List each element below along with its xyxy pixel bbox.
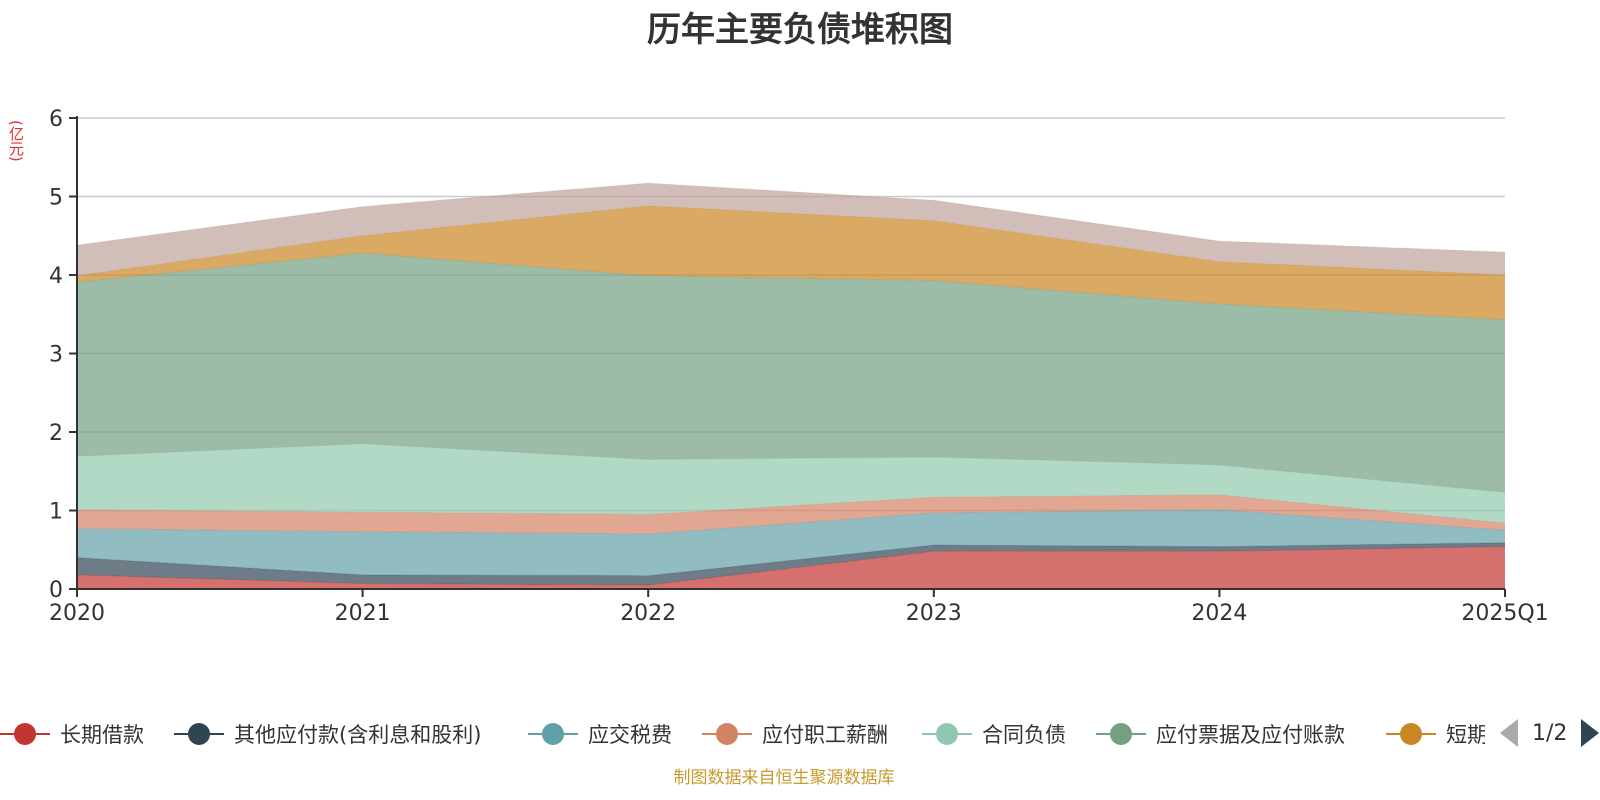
x-tick-label: 2022 bbox=[620, 601, 676, 626]
legend-item[interactable]: 应交税费 bbox=[528, 714, 672, 754]
data-source-note: 制图数据来自恒生聚源数据库 bbox=[673, 768, 895, 788]
legend-label: 长期借款 bbox=[60, 723, 144, 747]
x-tick-label: 2024 bbox=[1191, 601, 1247, 626]
legend-item[interactable]: 长期借款 bbox=[0, 714, 144, 754]
legend: 长期借款 其他应付款(含利息和股利) 应交税费 应付职工薪酬 合同负债 应付票据及应付账款… bbox=[0, 714, 1485, 754]
x-tick-label: 2021 bbox=[335, 601, 391, 626]
legend-marker-icon bbox=[922, 714, 972, 754]
legend-marker-icon bbox=[528, 714, 578, 754]
legend-pager: 1/2 bbox=[1500, 716, 1600, 750]
y-tick-label: 2 bbox=[49, 421, 63, 446]
area-series-3 bbox=[77, 494, 1505, 534]
y-tick-label: 6 bbox=[49, 107, 63, 132]
x-tick-label: 2023 bbox=[906, 601, 962, 626]
area-series-1 bbox=[77, 542, 1505, 586]
chart-title: 历年主要负债堆积图 bbox=[647, 10, 953, 50]
legend-marker-icon bbox=[1386, 714, 1436, 754]
y-axis-unit: (亿元) bbox=[7, 120, 25, 162]
prev-page-icon[interactable] bbox=[1500, 719, 1518, 747]
legend-marker-icon bbox=[702, 714, 752, 754]
legend-item[interactable]: 应付职工薪酬 bbox=[702, 714, 888, 754]
next-page-icon[interactable] bbox=[1581, 719, 1600, 747]
legend-item[interactable]: 应付票据及应付账款 bbox=[1096, 714, 1345, 754]
legend-page-indicator: 1/2 bbox=[1532, 720, 1568, 746]
legend-marker-icon bbox=[0, 714, 50, 754]
area-series-6 bbox=[77, 205, 1505, 320]
y-tick-label: 1 bbox=[49, 500, 63, 525]
legend-item[interactable]: 短期借款 bbox=[1386, 714, 1485, 754]
area-series-0 bbox=[77, 546, 1505, 589]
area-series-4 bbox=[77, 443, 1505, 524]
y-tick-label: 0 bbox=[49, 578, 63, 603]
x-tick-label: 2025Q1 bbox=[1461, 601, 1548, 626]
series-line-7 bbox=[76, 182, 1506, 253]
x-tick-label: 2020 bbox=[49, 601, 105, 626]
legend-label: 应付职工薪酬 bbox=[762, 723, 888, 747]
legend-marker-icon bbox=[1096, 714, 1146, 754]
legend-label: 合同负债 bbox=[982, 723, 1066, 747]
legend-marker-icon bbox=[174, 714, 224, 754]
legend-label: 应交税费 bbox=[588, 723, 672, 747]
legend-item[interactable]: 合同负债 bbox=[922, 714, 1066, 754]
area-series-7 bbox=[77, 183, 1505, 276]
legend-item[interactable]: 其他应付款(含利息和股利) bbox=[174, 714, 481, 754]
y-tick-label: 5 bbox=[49, 186, 63, 211]
y-tick-label: 3 bbox=[49, 343, 63, 368]
legend-label: 应付票据及应付账款 bbox=[1156, 723, 1345, 747]
legend-label: 短期借款 bbox=[1446, 723, 1485, 747]
legend-label: 其他应付款(含利息和股利) bbox=[234, 723, 482, 747]
y-tick-label: 4 bbox=[49, 264, 63, 289]
area-series-2 bbox=[77, 509, 1505, 576]
area-series-5 bbox=[77, 253, 1505, 493]
